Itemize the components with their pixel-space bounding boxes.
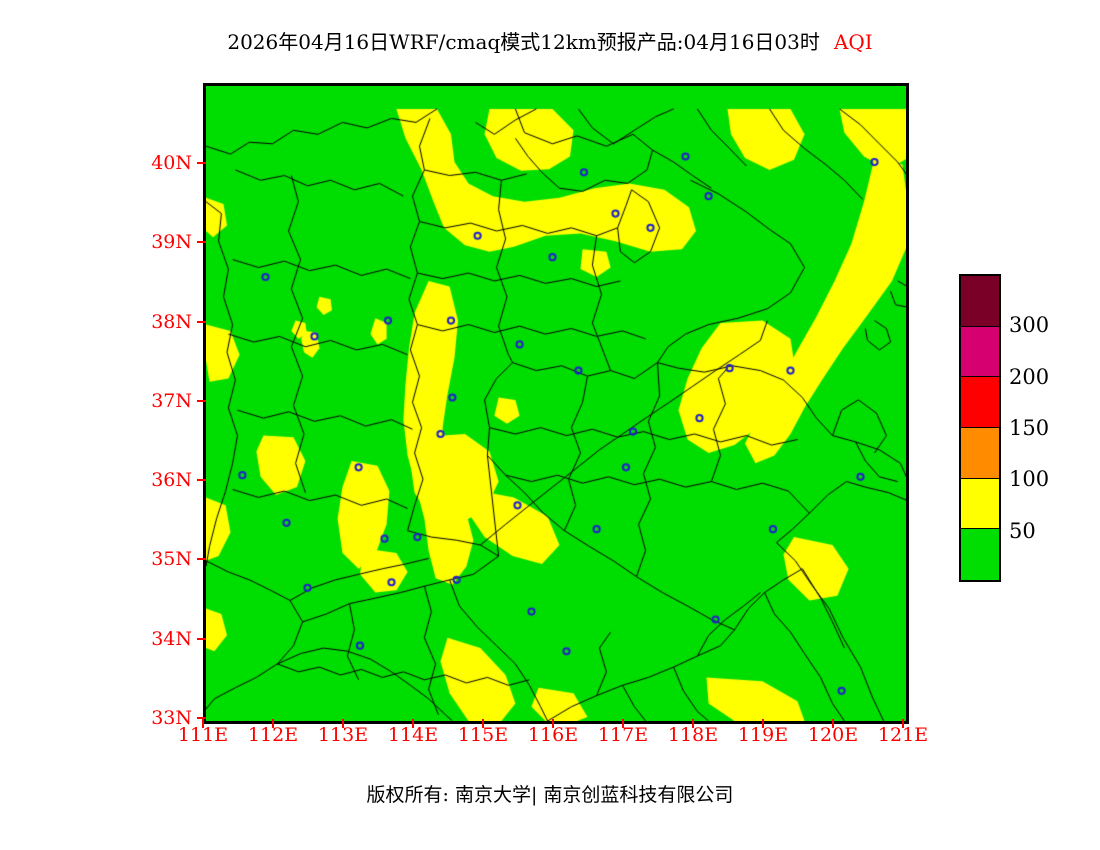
colorbar-tick-label-50: 50	[1009, 518, 1036, 543]
map-plot-area[interactable]	[203, 83, 909, 724]
copyright-footer: 版权所有: 南京大学| 南京创蓝科技有限公司	[366, 784, 734, 806]
x-axis-tick-mark	[692, 719, 694, 728]
colorbar-tick-label-300: 300	[1009, 313, 1050, 338]
y-tick-text: 35N	[151, 548, 192, 571]
x-axis-tick-label-121e: 121E	[877, 724, 929, 746]
x-axis-tick-label-112e: 112E	[247, 724, 299, 746]
x-axis-tick-label-117e: 117E	[597, 724, 649, 746]
x-axis-tick-label-120e: 120E	[807, 724, 859, 746]
x-axis-tick-mark	[272, 719, 274, 728]
colorbar-band-4	[961, 478, 999, 530]
y-tick-text: 39N	[151, 231, 192, 254]
x-axis-tick-label-115e: 115E	[457, 724, 509, 746]
x-axis-tick-mark	[342, 719, 344, 728]
x-axis-tick-label-111e: 111E	[177, 724, 229, 746]
x-axis-tick-mark	[762, 719, 764, 728]
aqi-colorbar	[959, 274, 1001, 582]
x-axis-tick-label-118e: 118E	[667, 724, 719, 746]
y-tick-text: 40N	[151, 152, 192, 174]
colorbar-band-0	[961, 276, 999, 327]
colorbar-band-1	[961, 326, 999, 378]
y-tick-text: 38N	[151, 310, 192, 333]
title-variable: AQI	[833, 30, 873, 54]
y-axis-tick-mark	[197, 637, 206, 640]
y-axis-tick-mark	[197, 479, 206, 482]
x-axis-tick-mark	[482, 719, 484, 728]
x-axis-tick-mark	[902, 719, 904, 728]
y-axis-tick-mark	[197, 399, 206, 402]
y-axis-tick-mark	[197, 241, 206, 244]
x-axis-tick-label-119e: 119E	[737, 724, 789, 746]
x-axis-tick-mark	[832, 719, 834, 728]
colorbar-tick-label-150: 150	[1009, 416, 1050, 440]
x-axis-tick-label-113e: 113E	[317, 724, 369, 746]
y-tick-text: 33N	[151, 707, 192, 729]
colorbar-band-2	[961, 377, 999, 428]
y-axis-tick-mark	[197, 162, 206, 164]
x-axis-tick-label-116e: 116E	[527, 724, 579, 746]
x-axis-tick-mark	[552, 719, 554, 728]
colorbar-band-5	[961, 529, 999, 580]
y-tick-text: 34N	[151, 627, 192, 650]
x-axis-tick-mark	[622, 719, 624, 728]
x-axis-tick-mark	[202, 719, 204, 728]
y-axis-tick-mark	[197, 717, 206, 719]
x-axis-tick-label-114e: 114E	[387, 724, 439, 746]
y-axis-tick-mark	[197, 558, 206, 561]
colorbar-band-3	[961, 427, 999, 479]
aqi-contour-canvas	[206, 86, 906, 721]
colorbar-tick-label-200: 200	[1009, 364, 1050, 389]
y-tick-text: 36N	[151, 469, 192, 492]
page-title: 2026年04月16日WRF/cmaq模式12km预报产品:04月16日03时 A…	[0, 26, 1100, 55]
y-axis-tick-mark	[197, 320, 206, 323]
y-tick-text: 37N	[151, 389, 192, 412]
colorbar-tick-label-100: 100	[1009, 467, 1050, 492]
x-axis-tick-mark	[412, 719, 414, 728]
title-text: 2026年04月16日WRF/cmaq模式12km预报产品:04月16日03时	[227, 30, 820, 54]
